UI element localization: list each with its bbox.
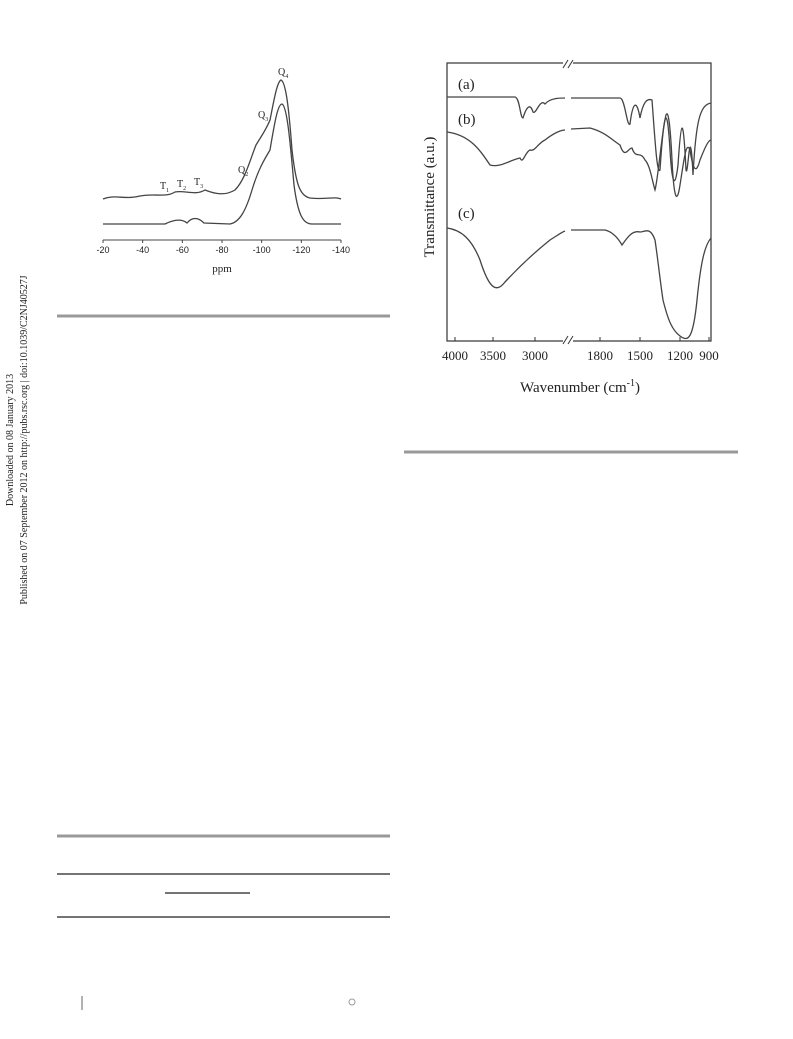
peak-subscript: 2 [245,172,248,178]
peak-label: T3 [194,177,203,190]
nmr-upper-curve [102,79,342,200]
x-tick-label: -80 [215,245,228,255]
curve-label: (a) [458,77,475,93]
peak-label: Q3 [258,110,268,123]
x-tick-label: -40 [136,245,149,255]
nmr-xlabel: ppm [212,263,232,275]
x-tick-label: -140 [332,245,350,255]
ftir-curve-c [446,227,712,340]
x-tick-label: 1800 [587,348,613,363]
x-tick-label: 3000 [522,348,548,363]
x-tick-label: -20 [96,245,109,255]
peak-symbol: Q [238,165,246,176]
ftir-curve-b [446,113,712,197]
peak-symbol: Q [278,67,286,78]
peak-symbol: T [194,177,200,188]
peak-subscript: 1 [166,188,169,194]
axis-break [562,59,574,345]
x-tick-label: -120 [292,245,310,255]
peak-subscript: 4 [285,74,288,80]
ftir-frame [446,62,712,342]
ftir-ylabel: Transmittance (a.u.) [422,137,438,258]
peak-subscript: 3 [200,184,203,190]
ftir-curve-a [447,96,712,182]
peak-subscript: 2 [183,186,186,192]
downloaded-note: Downloaded on 08 January 2013 [5,374,16,506]
curve-label: (c) [458,206,475,222]
published-note: Published on 07 September 2012 on http:/… [19,275,30,604]
peak-label: T2 [177,179,186,192]
peak-symbol: T [177,179,183,190]
xlabel-superscript: -1 [627,378,635,389]
x-tick-label: 1500 [627,348,653,363]
curve-label: (b) [458,112,476,128]
x-tick-label: 900 [699,348,719,363]
x-tick-label: -60 [176,245,189,255]
x-tick-label: 1200 [667,348,693,363]
peak-symbol: Q [258,110,266,121]
ftir-xlabel: Wavenumber (cm-1) [520,378,640,396]
nmr-lower-curve [103,103,341,225]
peak-label: Q2 [238,165,248,178]
peak-symbol: T [160,181,166,192]
x-tick-label: -100 [253,245,271,255]
peak-label: T1 [160,181,169,194]
footer-dot [348,998,356,1006]
x-tick-label: 4000 [442,348,468,363]
axis-break-gap [563,335,573,347]
peak-subscript: 3 [265,117,268,123]
peak-label: Q4 [278,67,288,80]
axis-break-gap [563,58,573,70]
xlabel-text: Wavenumber (cm [520,380,627,396]
x-tick-label: 3500 [480,348,506,363]
xlabel-close: ) [635,380,640,396]
